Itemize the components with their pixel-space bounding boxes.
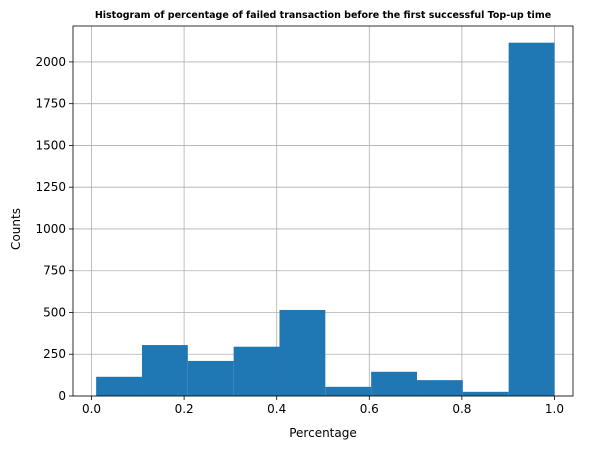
y-tick-label-4: 1000 (35, 222, 66, 236)
histogram-bar-1 (141, 345, 188, 396)
histogram-bar-3 (233, 346, 280, 396)
x-tick-label-2: 0.4 (267, 402, 286, 416)
y-axis-label: Counts (9, 208, 23, 250)
y-tick-label-3: 750 (43, 264, 66, 278)
x-tick-label-4: 0.8 (452, 402, 471, 416)
bars-layer (96, 42, 555, 397)
y-tick-label-0: 0 (58, 389, 66, 403)
histogram-bar-6 (371, 371, 417, 396)
y-tick-label-1: 250 (43, 347, 66, 361)
axes-layer (72, 25, 574, 397)
histogram-bar-7 (416, 380, 463, 396)
y-tick-label-6: 1500 (35, 138, 66, 152)
histogram-bar-9 (508, 42, 555, 397)
histogram-bar-4 (279, 309, 326, 396)
histogram-bar-8 (462, 391, 509, 396)
histogram-bar-5 (325, 386, 372, 396)
histogram-bar-0 (96, 376, 142, 396)
x-axis-label: Percentage (289, 426, 357, 440)
y-tick-label-7: 1750 (35, 97, 66, 111)
x-tick-label-5: 1.0 (545, 402, 564, 416)
x-tick-label-0: 0.0 (82, 402, 101, 416)
histogram-bar-2 (187, 360, 234, 396)
chart-title: Histogram of percentage of failed transa… (95, 10, 551, 21)
y-tick-label-8: 2000 (35, 55, 66, 69)
x-tick-label-3: 0.6 (360, 402, 379, 416)
y-tick-label-2: 500 (43, 305, 66, 319)
x-tick-label-1: 0.2 (175, 402, 194, 416)
plot-frame (72, 25, 574, 397)
ticks-layer: 0.0 0.2 0.4 0.6 0.8 1.0 0 250 500 750 1000 1250 1500… (35, 55, 564, 416)
y-tick-label-5: 1250 (35, 180, 66, 194)
